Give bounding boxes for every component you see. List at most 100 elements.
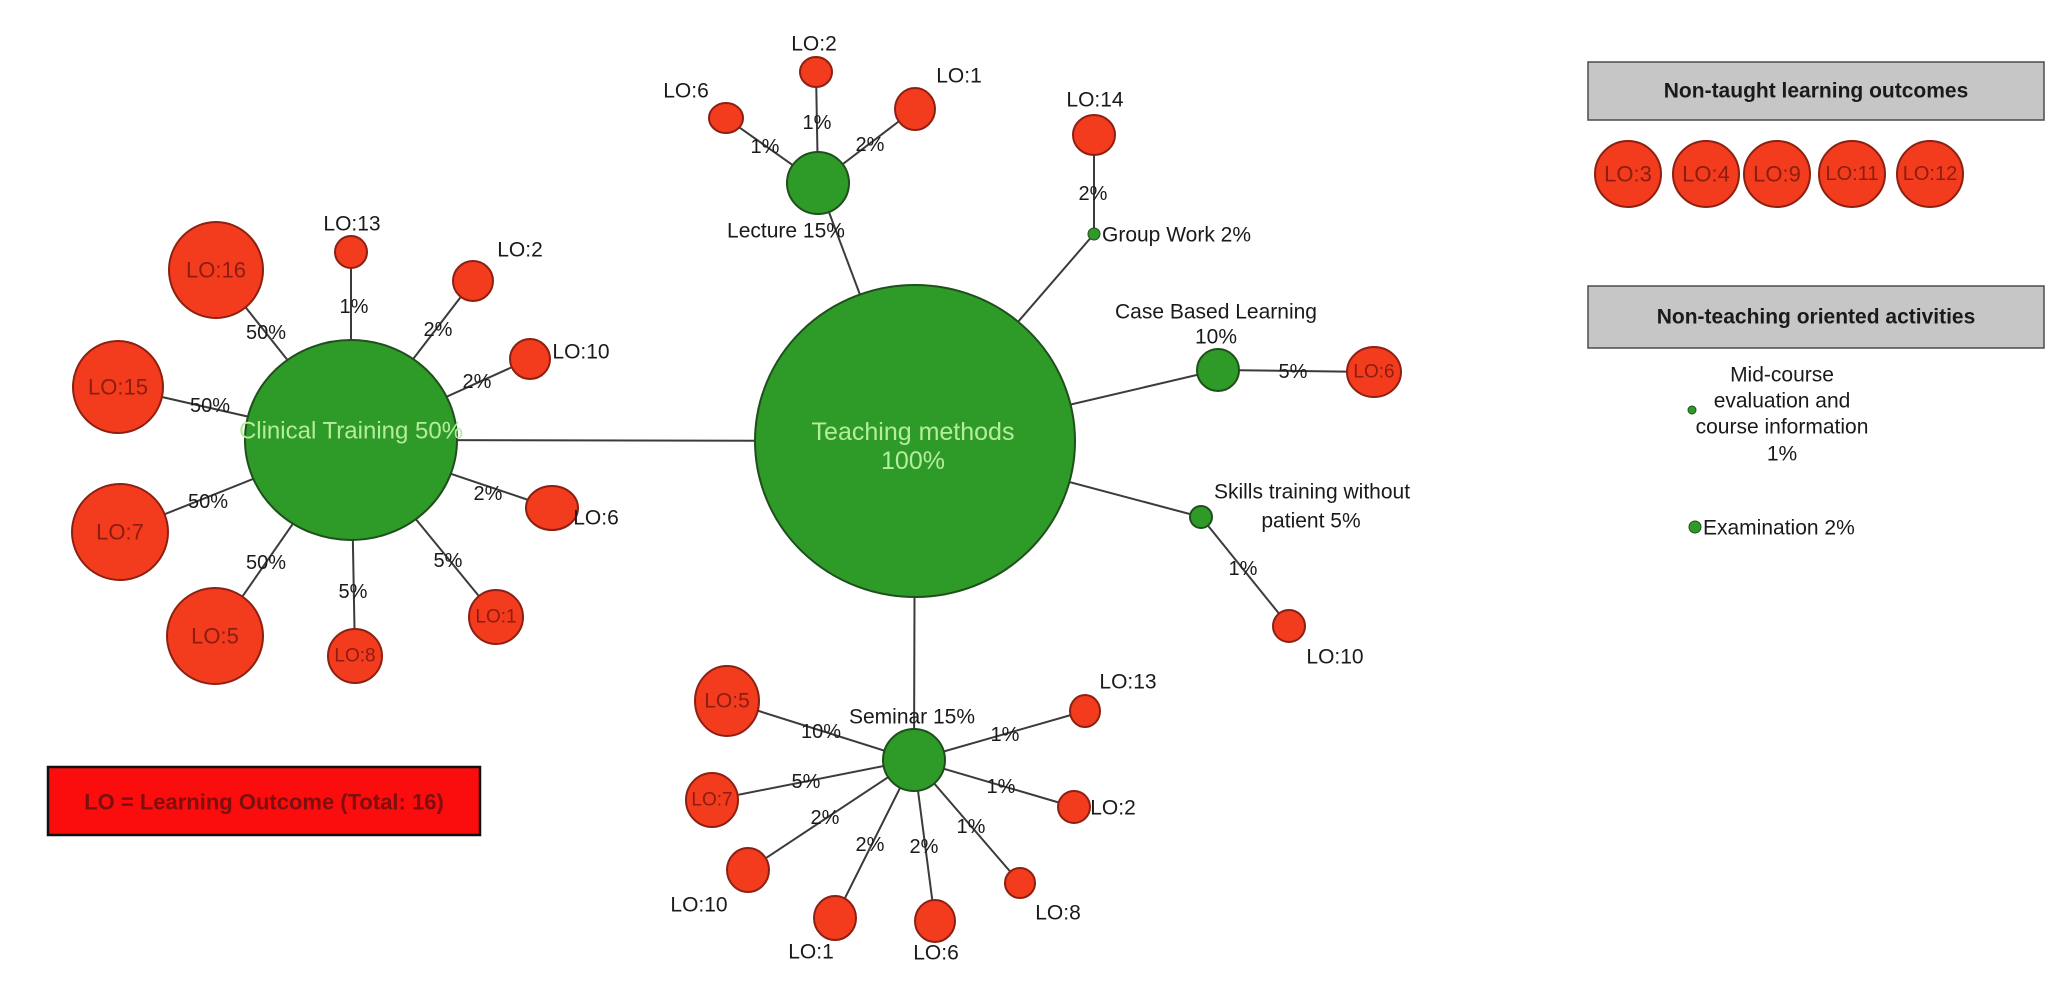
ct-lo2-label: LO:2 — [497, 239, 543, 262]
sem-lo1-label: LO:1 — [788, 941, 834, 964]
edge-label-clinical-ct-lo1: 5% — [434, 550, 463, 572]
node-nt-lo11-label: LO:11 — [1826, 163, 1879, 185]
node-cbl-lo6 — [1346, 346, 1402, 398]
non-taught-title: Non-taught learning outcomes — [1664, 80, 1969, 103]
node-ct-lo2 — [452, 260, 494, 302]
node-ct-lo16-label: LO:16 — [186, 258, 246, 283]
legend-text: LO = Learning Outcome (Total: 16) — [84, 790, 444, 815]
sem-lo13-label: LO:13 — [1099, 671, 1156, 694]
edge-label-seminar-sem-lo1: 2% — [856, 834, 885, 856]
node-nt-lo12-label: LO:12 — [1903, 163, 1957, 185]
node-groupwork-dot — [1087, 227, 1101, 241]
edge-skills-dot-sk-lo10 — [1200, 516, 1290, 627]
ct-lo6-label: LO:6 — [573, 507, 619, 530]
lec-lo1-label: LO:1 — [936, 65, 982, 88]
node-nt-lo12 — [1896, 140, 1964, 208]
node-lecture — [786, 151, 850, 215]
node-gw-lo14 — [1072, 114, 1116, 156]
node-midcourse-dot — [1687, 405, 1697, 415]
edge-label-seminar-sem-lo7: 5% — [792, 771, 821, 793]
examination-label: Examination 2% — [1703, 517, 1855, 540]
node-ct-lo10 — [509, 338, 551, 380]
node-nt-lo9 — [1743, 140, 1811, 208]
edge-seminar-sem-lo10 — [747, 759, 915, 871]
groupwork-label: Group Work 2% — [1102, 224, 1251, 247]
skills-label-line2: patient 5% — [1261, 510, 1360, 533]
node-ct-lo8-label: LO:8 — [334, 646, 375, 667]
midcourse-label-line2: evaluation and — [1714, 390, 1851, 413]
node-teaching — [754, 284, 1076, 598]
skills-label-line1: Skills training without — [1214, 481, 1410, 504]
node-sem-lo8 — [1004, 867, 1036, 899]
node-nt-lo9-label: LO:9 — [1753, 162, 1801, 187]
non-teaching-title: Non-teaching oriented activities — [1657, 306, 1976, 329]
edge-label-lecture-lec-lo6: 1% — [751, 136, 780, 158]
node-ct-lo15 — [72, 340, 164, 434]
edge-label-skills-dot-sk-lo10: 1% — [1229, 558, 1258, 580]
midcourse-label-line1: Mid-course — [1730, 364, 1834, 387]
edge-seminar-sem-lo7 — [711, 759, 915, 801]
node-sem-lo5-label: LO:5 — [704, 690, 750, 713]
node-seminar — [882, 728, 946, 792]
node-cbl — [1196, 348, 1240, 392]
edge-label-cbl-cbl-lo6: 5% — [1279, 361, 1308, 383]
node-nt-lo4 — [1672, 140, 1740, 208]
node-ct-lo5 — [166, 587, 264, 685]
node-clinical — [244, 339, 458, 541]
edge-label-groupwork-dot-gw-lo14: 2% — [1079, 183, 1108, 205]
node-nt-lo3-label: LO:3 — [1604, 162, 1652, 187]
edge-label-seminar-sem-lo2: 1% — [987, 776, 1016, 798]
lec-lo2-label: LO:2 — [791, 33, 837, 56]
edge-label-clinical-ct-lo6: 2% — [474, 483, 503, 505]
node-ct-lo7 — [71, 483, 169, 581]
node-ct-lo6 — [525, 485, 579, 531]
edge-label-seminar-sem-lo6: 2% — [910, 836, 939, 858]
non-taught-header-box — [1587, 61, 2045, 121]
lec-lo6-label: LO:6 — [663, 80, 709, 103]
edge-label-clinical-ct-lo10: 2% — [463, 371, 492, 393]
node-ct-lo13 — [334, 235, 368, 269]
cbl-label: Case Based Learning — [1115, 301, 1317, 324]
ct-lo10-label: LO:10 — [552, 341, 609, 364]
sem-lo2-label: LO:2 — [1090, 797, 1136, 820]
sem-lo6-label: LO:6 — [913, 942, 959, 965]
node-lec-lo2 — [799, 56, 833, 88]
edge-label-clinical-ct-lo8: 5% — [339, 581, 368, 603]
edge-label-seminar-sem-lo8: 1% — [957, 816, 986, 838]
node-ct-lo5-label: LO:5 — [191, 624, 239, 649]
edge-label-lecture-lec-lo2: 1% — [803, 112, 832, 134]
ct-lo13-label: LO:13 — [323, 213, 380, 236]
edge-label-seminar-sem-lo10: 2% — [811, 807, 840, 829]
edge-label-seminar-sem-lo13: 1% — [991, 724, 1020, 746]
node-sem-lo10 — [726, 847, 770, 893]
edge-label-clinical-ct-lo5: 50% — [246, 552, 286, 574]
gw-lo14-label: LO:14 — [1066, 89, 1124, 112]
node-lec-lo6 — [708, 102, 744, 134]
node-lec-lo1 — [894, 87, 936, 131]
lecture-label: Lecture 15% — [727, 220, 845, 243]
edge-label-clinical-ct-lo16: 50% — [246, 322, 286, 344]
node-sem-lo13 — [1069, 694, 1101, 728]
edge-label-clinical-ct-lo15: 50% — [190, 395, 230, 417]
edge-label-clinical-ct-lo13: 1% — [340, 296, 369, 318]
node-nt-lo3 — [1594, 140, 1662, 208]
seminar-label: Seminar 15% — [849, 706, 975, 729]
node-nt-lo11 — [1818, 140, 1886, 208]
node-ct-lo15-label: LO:15 — [88, 375, 148, 400]
node-sem-lo7-label: LO:7 — [691, 790, 732, 811]
teaching-title-line2: 100% — [881, 447, 945, 475]
node-ct-lo1 — [468, 589, 524, 645]
node-sem-lo2 — [1057, 790, 1091, 824]
node-skills-dot — [1189, 505, 1213, 529]
edge-label-lecture-lec-lo1: 2% — [856, 134, 885, 156]
sem-lo10-label: LO:10 — [670, 894, 727, 917]
legend-box — [46, 765, 482, 837]
node-ct-lo1-label: LO:1 — [475, 607, 516, 628]
node-sem-lo7 — [685, 772, 739, 828]
node-sem-lo1 — [813, 895, 857, 941]
node-cbl-lo6-label: LO:6 — [1353, 362, 1394, 383]
node-ct-lo7-label: LO:7 — [96, 520, 144, 545]
sk-lo10-label: LO:10 — [1306, 646, 1363, 669]
non-teaching-header-box — [1587, 285, 2045, 349]
